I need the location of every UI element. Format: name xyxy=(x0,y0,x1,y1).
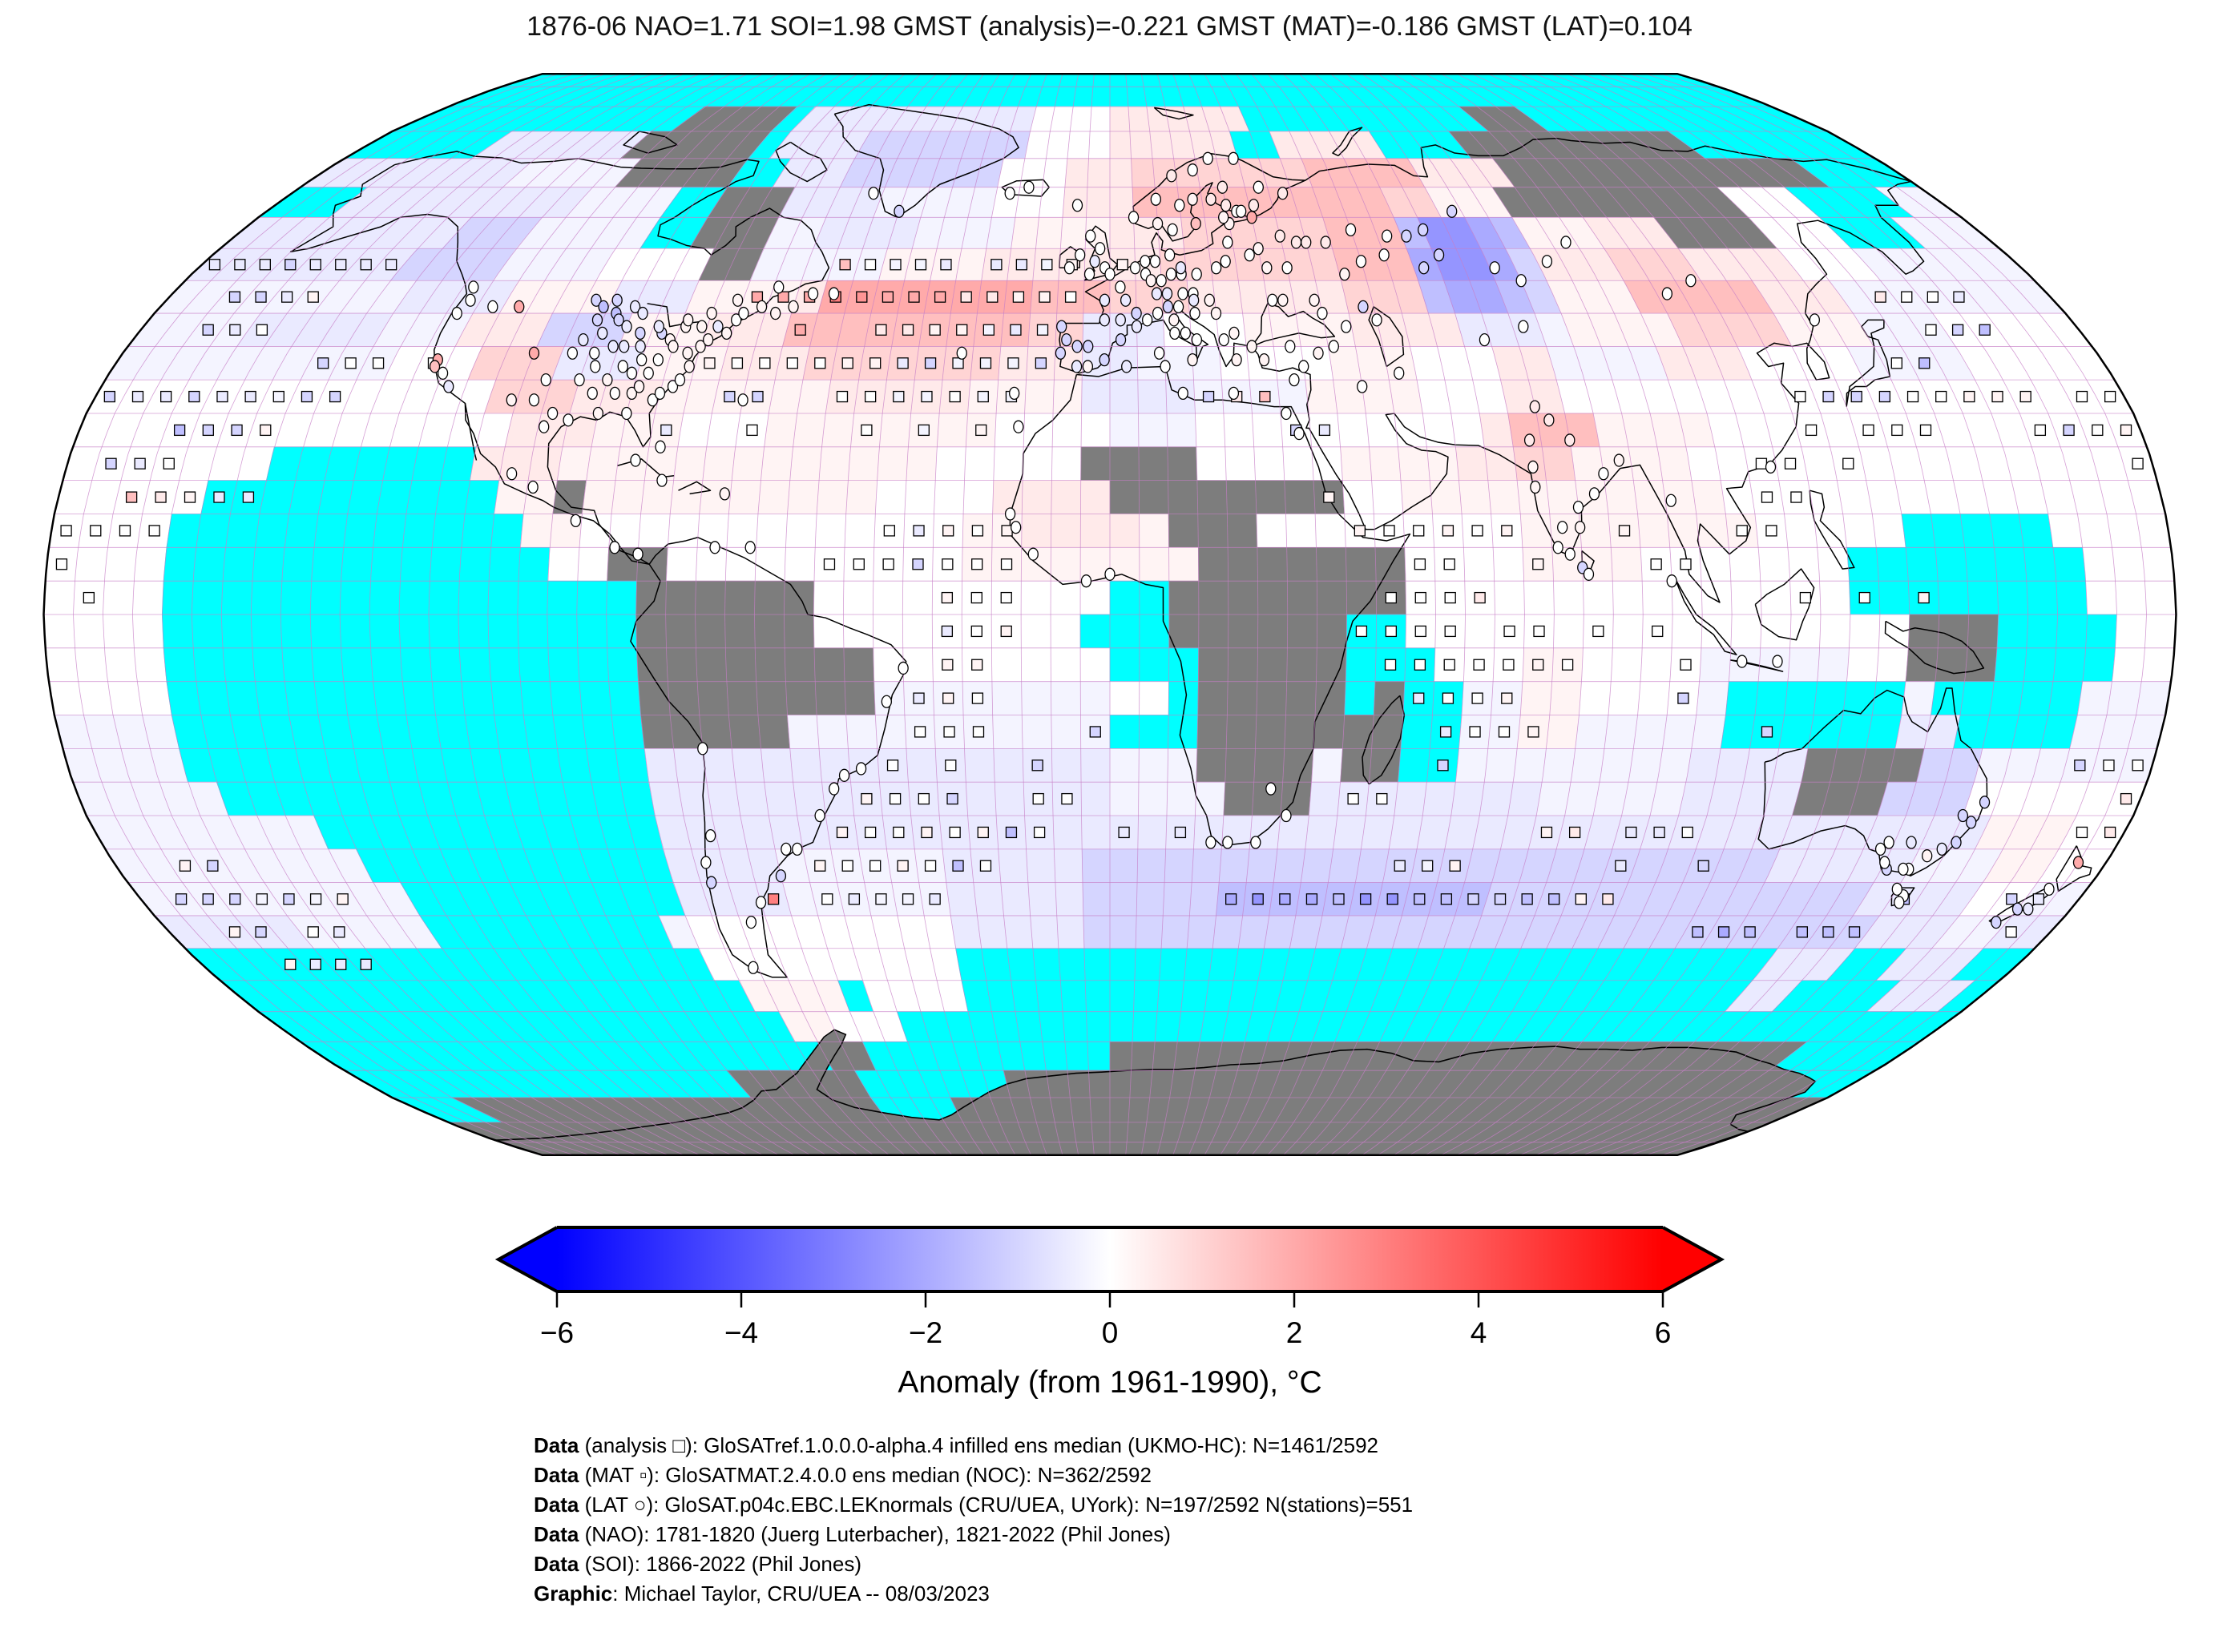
colorbar-gradient xyxy=(557,1227,1663,1291)
caption-bold-label: Data xyxy=(534,1463,579,1487)
caption-bold-label: Data xyxy=(534,1552,579,1576)
tick-label: 2 xyxy=(1286,1316,1303,1349)
colorbar-ticks xyxy=(555,1291,1664,1307)
caption-text: (analysis □): GloSATref.1.0.0.0-alpha.4 … xyxy=(579,1433,1379,1457)
map-border xyxy=(42,72,2177,1157)
caption-text: : Michael Taylor, CRU/UEA -- 08/03/2023 xyxy=(612,1581,990,1606)
caption-text: (NAO): 1781-1820 (Juerg Luterbacher), 18… xyxy=(579,1522,1171,1546)
colorbar-bar xyxy=(494,1226,1725,1293)
caption-text: (LAT ○): GloSAT.p04c.EBC.LEKnormals (CRU… xyxy=(579,1493,1414,1517)
graticule-layer xyxy=(43,73,2177,1156)
tick-label: 4 xyxy=(1471,1316,1487,1349)
colorbar-label: Anomaly (from 1961-1990), °C xyxy=(898,1365,1321,1400)
caption-text: (SOI): 1866-2022 (Phil Jones) xyxy=(579,1552,861,1576)
caption-mat: Data (MAT ▫): GloSATMAT.2.4.0.0 ens medi… xyxy=(534,1461,1413,1490)
caption-bold-label: Data xyxy=(534,1522,579,1546)
tick-label: 0 xyxy=(1102,1316,1119,1349)
colorbar-right-arrow xyxy=(1663,1227,1721,1291)
tick-label: 6 xyxy=(1655,1316,1672,1349)
caption-soi: Data (SOI): 1866-2022 (Phil Jones) xyxy=(534,1549,1413,1579)
figure-title: 1876-06 NAO=1.71 SOI=1.98 GMST (analysis… xyxy=(527,11,1692,42)
caption-lat: Data (LAT ○): GloSAT.p04c.EBC.LEKnormals… xyxy=(534,1490,1413,1520)
caption-analysis: Data (analysis □): GloSATref.1.0.0.0-alp… xyxy=(534,1431,1413,1461)
caption-text: (MAT ▫): GloSATMAT.2.4.0.0 ens median (N… xyxy=(579,1463,1152,1487)
tick-label: −4 xyxy=(724,1316,758,1349)
colorbar-tick-labels: −6 −4 −2 0 2 4 6 xyxy=(540,1316,1671,1349)
mat-square-markers xyxy=(55,259,2144,970)
coastline-layer xyxy=(289,103,2092,978)
tick-label: −6 xyxy=(540,1316,574,1349)
colorbar-left-arrow xyxy=(498,1227,557,1291)
caption-graphic: Graphic: Michael Taylor, CRU/UEA -- 08/0… xyxy=(534,1579,1413,1609)
lat-station-markers xyxy=(429,151,2084,974)
caption-bold-label: Data xyxy=(534,1493,579,1517)
tick-label: −2 xyxy=(909,1316,942,1349)
caption-block: Data (analysis □): GloSATref.1.0.0.0-alp… xyxy=(534,1431,1413,1609)
caption-bold-label: Graphic xyxy=(534,1581,613,1606)
caption-nao: Data (NAO): 1781-1820 (Juerg Luterbacher… xyxy=(534,1520,1413,1549)
caption-bold-label: Data xyxy=(534,1433,579,1457)
